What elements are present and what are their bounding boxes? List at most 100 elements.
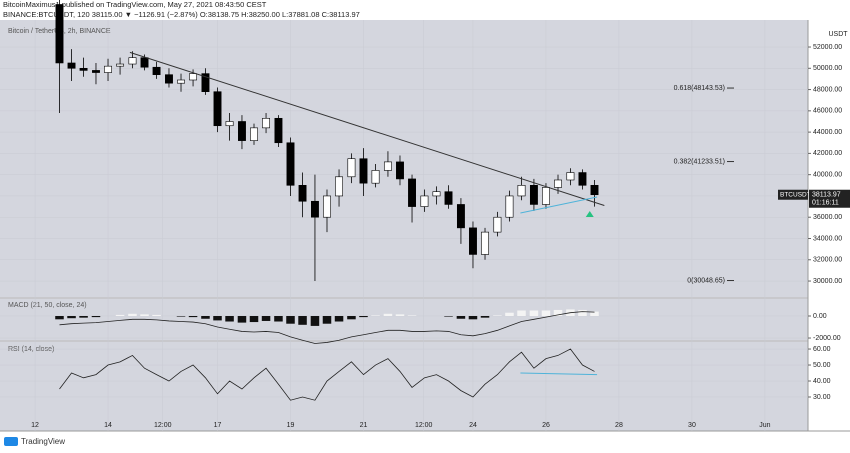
candle-body [225,121,234,127]
candle-body [469,227,477,255]
macd-histogram-bar [274,316,283,322]
candle-body [286,142,295,186]
rsi-support-line [520,372,598,376]
symbol-line: BINANCE:BTCUSDT, 120 38115.00 ▼ −1126.91… [3,10,360,19]
macd-histogram-bar [334,316,344,322]
logo-icon [4,437,18,446]
x-tick-label: 24 [469,422,477,429]
unit-label: USDT [828,31,848,38]
y-tick-label: 50000.00 [813,65,842,72]
candle-body [79,67,88,71]
x-tick-label: 19 [287,422,295,429]
y-tick-label: 44000.00 [813,129,842,136]
macd-histogram-bar [407,315,417,317]
x-tick-label: 17 [214,422,222,429]
macd-histogram-bar [493,315,502,317]
macd-histogram-bar [79,316,88,318]
macd-histogram-bar [128,313,137,317]
candle-body [578,172,587,186]
macd-histogram-bar [444,316,453,317]
macd-histogram-bar [347,316,356,320]
y-tick-label: 40.00 [813,378,831,385]
candle-body [165,74,173,84]
y-tick-label: 36000.00 [813,214,842,221]
macd-histogram-bar [383,313,393,317]
x-tick-label: 26 [542,422,550,429]
x-tick-label: 14 [104,422,112,429]
macd-histogram-bar [213,316,222,321]
macd-histogram-bar [286,316,295,324]
fib-label: 0(30048.65) [687,277,725,284]
candle-body [396,161,404,180]
macd-histogram-bar [395,314,405,317]
candle-body [359,158,368,184]
candle-body [92,70,100,73]
macd-histogram-bar [480,316,490,318]
candle-body [128,57,137,65]
candle-body [104,65,112,73]
y-tick-label: 32000.00 [813,257,842,264]
footer-logo: TradingView [21,437,65,446]
macd-histogram-bar [456,316,466,319]
signal-marker [585,211,594,218]
candle-body [420,195,429,207]
x-tick-label: 12:00 [415,422,433,429]
macd-histogram-bar [468,316,478,320]
macd-histogram-bar [517,310,526,317]
price-tag-symbol-text: BTCUSDT [780,191,811,198]
y-tick-label: 30.00 [813,394,831,401]
price-tag-value: 38113.97 [812,192,841,199]
macd-title: MACD (21, 50, close, 24) [8,302,87,309]
macd-histogram-bar [176,316,186,317]
macd-histogram-bar [201,316,210,319]
candle-body [152,66,161,75]
macd-histogram-bar [152,314,161,317]
candle-body [408,178,416,207]
price-tag-symbol [778,189,808,200]
macd-histogram-bar [67,316,76,319]
macd-histogram-bar [249,316,259,323]
macd-histogram-bar [91,316,101,318]
candle-body [505,195,514,218]
candle-body [311,200,319,218]
candle-body [383,161,392,171]
x-tick-label: 30 [688,422,696,429]
candle-body [529,185,538,205]
x-tick-label: 12:00 [154,422,172,429]
candle-body [335,176,343,197]
candle-body [116,63,125,67]
plot-background [0,20,808,431]
price-tag [809,189,850,208]
y-tick-label: 46000.00 [813,108,842,115]
y-tick-label: 48000.00 [813,86,842,93]
x-tick-label: 12 [31,422,39,429]
macd-histogram-bar [225,316,234,322]
candle-body [238,121,246,141]
macd-histogram-bar [55,316,64,320]
candle-body [262,117,270,129]
y-tick-label: -2000.00 [813,335,841,342]
y-tick-label: 0.00 [813,313,827,320]
fib-label: 0.382(41233.51) [674,158,725,165]
candle-body [201,73,210,92]
macd-histogram-bar [578,309,587,317]
candle-body [347,158,356,178]
rsi-line [59,348,595,401]
macd-histogram-bar [590,311,599,317]
macd-histogram-bar [140,314,149,317]
macd-histogram-bar [322,316,332,324]
x-tick-label: Jun [759,422,770,429]
macd-histogram-bar [371,315,380,317]
candle-body [189,73,198,81]
candle-body [67,62,76,69]
candle-body [590,185,599,196]
candle-body [493,216,502,233]
macd-histogram-bar [541,310,551,317]
candle-body [444,191,453,205]
macd-histogram-bar [359,316,368,318]
candle-body [432,191,441,197]
x-tick-label: 21 [360,422,368,429]
y-tick-label: 52000.00 [813,44,842,51]
macd-line [59,311,595,344]
